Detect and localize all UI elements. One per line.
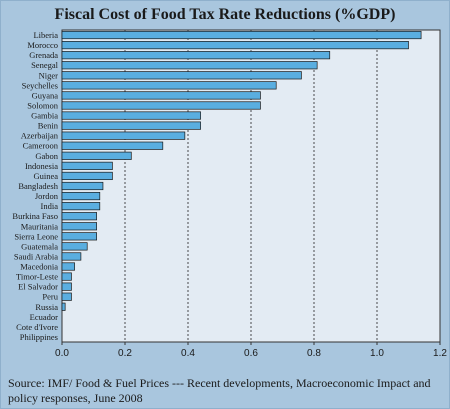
- category-label: Gambia: [31, 111, 58, 121]
- x-tick-label: 1.0: [370, 348, 384, 359]
- category-label: Peru: [42, 292, 58, 302]
- category-label: Mauritania: [21, 221, 59, 231]
- bar: [61, 91, 261, 100]
- bar: [61, 262, 75, 271]
- category-label: Jordon: [35, 191, 59, 201]
- bar: [61, 61, 318, 70]
- bar: [61, 81, 277, 90]
- category-label: Liberia: [33, 30, 58, 40]
- x-tick-label: 0.6: [244, 348, 258, 359]
- x-tick-label: 0.0: [55, 348, 69, 359]
- bar: [61, 51, 331, 60]
- category-label: Guinea: [33, 171, 58, 181]
- bar: [61, 71, 302, 80]
- bar: [61, 272, 72, 281]
- bar: [61, 41, 409, 50]
- bar: [61, 222, 98, 231]
- bar: [61, 151, 132, 160]
- category-label: Ecuador: [30, 312, 58, 322]
- category-label: Sierra Leone: [14, 231, 58, 241]
- category-label: Philippines: [20, 332, 58, 342]
- category-label: Timor-Leste: [16, 272, 58, 282]
- bar: [61, 252, 82, 261]
- bar: [61, 191, 101, 201]
- bar: [61, 101, 261, 110]
- category-label: Saudi Arabia: [14, 251, 58, 261]
- bar: [61, 161, 113, 170]
- bar: [61, 30, 422, 40]
- x-tick-label: 0.4: [181, 348, 195, 359]
- category-label: Senegal: [31, 60, 59, 70]
- category-label: Cote d'Ivore: [16, 322, 58, 332]
- bar: [61, 202, 101, 211]
- bar: [61, 232, 98, 241]
- category-label: India: [41, 201, 59, 211]
- category-label: Azerbaijan: [21, 131, 59, 141]
- bar: [61, 212, 98, 221]
- bar: [61, 302, 66, 311]
- category-label: Guyana: [32, 90, 59, 100]
- bar: [61, 131, 186, 140]
- bar: [61, 282, 72, 291]
- bar: [61, 121, 201, 130]
- category-label: Indonesia: [25, 161, 58, 171]
- category-label: Cameroon: [23, 141, 59, 151]
- bar: [61, 181, 104, 191]
- category-label: Gabon: [35, 151, 58, 161]
- bar: [61, 171, 113, 181]
- category-label: Niger: [39, 70, 59, 80]
- x-tick-label: 0.2: [118, 348, 132, 359]
- category-label: Benin: [38, 121, 59, 131]
- category-label: El Salvador: [18, 282, 58, 292]
- category-label: Solomon: [27, 100, 58, 110]
- source-note: Source: IMF/ Food & Fuel Prices --- Rece…: [8, 376, 431, 405]
- x-tick-label: 1.2: [433, 348, 447, 359]
- category-label: Macedonia: [20, 262, 58, 272]
- x-tick-label: 0.8: [307, 348, 321, 359]
- bar: [61, 111, 201, 120]
- chart-title: Fiscal Cost of Food Tax Rate Reductions …: [54, 6, 396, 23]
- category-label: Seychelles: [22, 80, 58, 90]
- category-label: Bangladesh: [18, 181, 58, 191]
- category-label: Guatemala: [21, 241, 58, 251]
- bar: [61, 292, 72, 301]
- bar: [61, 242, 88, 251]
- category-label: Grenada: [29, 50, 58, 60]
- category-label: Russia: [35, 302, 58, 312]
- category-label: Morocco: [27, 40, 58, 50]
- bar: [61, 141, 164, 150]
- category-label: Burkina Faso: [12, 211, 58, 221]
